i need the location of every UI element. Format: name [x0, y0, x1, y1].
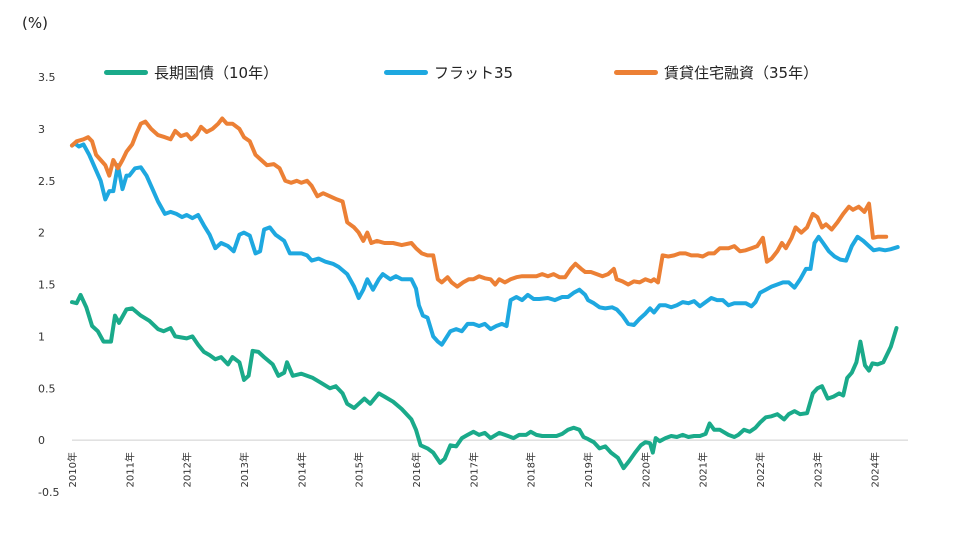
legend-item-jgb-10y: 長期国債（10年） [104, 62, 278, 83]
legend-swatch-flat35 [384, 70, 428, 75]
y-tick-label: -0.5 [38, 486, 59, 499]
y-tick-label: 3.5 [38, 71, 56, 84]
y-tick-label: 1.5 [38, 279, 56, 292]
legend-label-jgb-10y: 長期国債（10年） [154, 64, 279, 82]
y-tick-label: 2.5 [38, 175, 56, 188]
y-axis-unit-label: (%) [22, 14, 48, 32]
x-tick-label: 2021年 [697, 452, 710, 487]
y-tick-label: 0 [38, 434, 45, 447]
legend-item-flat35: フラット35 [384, 62, 513, 83]
legend-swatch-rental-loan-35y [614, 70, 658, 75]
x-tick-label: 2012年 [181, 452, 194, 487]
x-tick-label: 2019年 [582, 452, 595, 487]
x-tick-label: 2015年 [353, 452, 366, 487]
x-tick-label: 2010年 [66, 452, 79, 487]
series-line-flat35 [70, 141, 900, 347]
x-tick-label: 2024年 [869, 452, 882, 487]
x-tick-label: 2018年 [525, 452, 538, 487]
series-line-jgb-10y [70, 292, 899, 471]
series-line-rental-loan-35y [70, 116, 889, 289]
y-tick-label: 3 [38, 123, 45, 136]
y-tick-label: 2 [38, 227, 45, 240]
x-tick-label: 2020年 [639, 452, 652, 487]
legend-swatch-jgb-10y [104, 70, 148, 75]
x-tick-label: 2013年 [238, 452, 251, 487]
x-tick-label: 2016年 [410, 452, 423, 487]
x-axis-ticks: 2010年 2011年 2012年 2013年 2014年 2015年 2016年 2017年… [66, 452, 882, 487]
x-tick-label: 2011年 [123, 452, 136, 487]
x-tick-label: 2014年 [295, 452, 308, 487]
y-tick-label: 1 [38, 330, 45, 343]
x-tick-label: 2017年 [467, 452, 480, 487]
x-tick-label: 2023年 [811, 452, 824, 487]
legend-label-flat35: フラット35 [434, 64, 514, 82]
series-lines [70, 116, 900, 471]
x-tick-label: 2022年 [754, 452, 767, 487]
legend-item-rental-loan-35y: 賃貸住宅融資（35年） [614, 62, 818, 83]
y-axis-ticks: 3.5 3 2.5 2 1.5 1 0.5 0 -0.5 [38, 71, 59, 499]
legend-label-rental-loan-35y: 賃貸住宅融資（35年） [664, 64, 819, 82]
y-tick-label: 0.5 [38, 382, 56, 395]
